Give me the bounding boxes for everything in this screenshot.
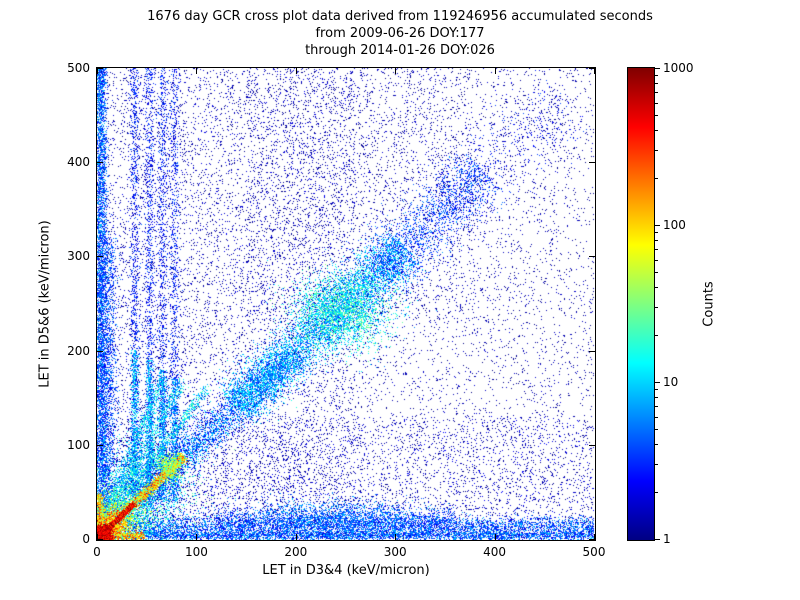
plot-title-line3: through 2014-01-26 DOY:026: [305, 43, 495, 58]
colorbar-label: Counts: [701, 281, 717, 327]
colorbar-tick-label: 100: [663, 218, 686, 232]
colorbar-minor-tick: [655, 115, 658, 117]
y-tick: [97, 539, 103, 540]
y-tick: [97, 68, 103, 69]
colorbar-minor-tick: [655, 130, 658, 132]
x-tick-label: 0: [93, 545, 101, 559]
colorbar-minor-tick: [655, 75, 658, 77]
colorbar-minor-tick: [655, 444, 658, 446]
colorbar-minor-tick: [655, 240, 658, 242]
x-tick: [395, 534, 397, 540]
y-tick-label: 300: [67, 249, 90, 264]
colorbar-minor-tick: [655, 491, 658, 493]
colorbar-minor-tick: [655, 272, 658, 274]
colorbar-minor-tick: [655, 389, 658, 391]
colorbar-minor-tick: [655, 416, 658, 418]
y-tick-right: [589, 539, 595, 540]
y-tick-right: [589, 444, 595, 446]
colorbar-minor-tick: [655, 249, 658, 251]
colorbar-frame: [627, 67, 655, 541]
y-tick-label: 400: [67, 155, 90, 170]
y-tick: [97, 256, 103, 258]
colorbar-minor-tick: [655, 102, 658, 104]
colorbar-tick-label: 1000: [663, 61, 694, 75]
plot-title-line2: from 2009-06-26 DOY:177: [315, 26, 485, 41]
x-tick-label: 500: [582, 545, 606, 559]
colorbar-tick: [655, 68, 660, 69]
x-tick-top: [494, 68, 496, 74]
colorbar-tick-label: 1: [663, 532, 671, 546]
x-tick-top: [594, 68, 595, 74]
scatter-density-canvas: [97, 68, 595, 540]
colorbar-minor-tick: [655, 429, 658, 431]
y-tick-right: [589, 162, 595, 164]
x-tick: [494, 534, 496, 540]
colorbar-tick: [655, 382, 660, 383]
x-tick: [97, 534, 98, 540]
x-tick: [295, 534, 297, 540]
y-axis-label: LET in D5&6 (keV/micron): [37, 220, 53, 388]
x-tick-top: [395, 68, 397, 74]
x-tick-label: 200: [284, 545, 308, 559]
colorbar-minor-tick: [655, 177, 658, 179]
colorbar-minor-tick: [655, 150, 658, 152]
colorbar-minor-tick: [655, 334, 658, 336]
colorbar-tick: [655, 225, 660, 226]
x-tick-top: [196, 68, 198, 74]
x-tick-label: 300: [383, 545, 407, 559]
plot-title-line1: 1676 day GCR cross plot data derived fro…: [147, 9, 653, 24]
x-tick: [594, 534, 595, 540]
colorbar-minor-tick: [655, 259, 658, 261]
x-tick: [196, 534, 198, 540]
colorbar-tick: [655, 539, 660, 540]
colorbar-minor-tick: [655, 83, 658, 85]
colorbar-minor-tick: [655, 464, 658, 466]
y-tick: [97, 162, 103, 164]
x-tick-label: 400: [483, 545, 507, 559]
y-tick: [97, 444, 103, 446]
colorbar-minor-tick: [655, 232, 658, 234]
y-tick-right: [589, 256, 595, 258]
colorbar-minor-tick: [655, 397, 658, 399]
x-axis-label: LET in D3&4 (keV/micron): [262, 563, 430, 578]
y-tick-right: [589, 350, 595, 352]
x-tick-top: [295, 68, 297, 74]
colorbar-minor-tick: [655, 92, 658, 94]
y-tick-label: 100: [67, 437, 90, 452]
colorbar-minor-tick: [655, 307, 658, 309]
y-tick-label: 200: [67, 343, 90, 358]
y-tick: [97, 350, 103, 352]
x-tick-label: 100: [184, 545, 208, 559]
colorbar-gradient: [628, 68, 654, 540]
colorbar-minor-tick: [655, 287, 658, 289]
colorbar-tick-label: 10: [663, 375, 679, 389]
x-tick-top: [97, 68, 98, 74]
y-tick-label: 500: [67, 61, 90, 75]
y-tick-label: 0: [82, 532, 90, 546]
y-tick-right: [589, 68, 595, 69]
colorbar-minor-tick: [655, 406, 658, 408]
